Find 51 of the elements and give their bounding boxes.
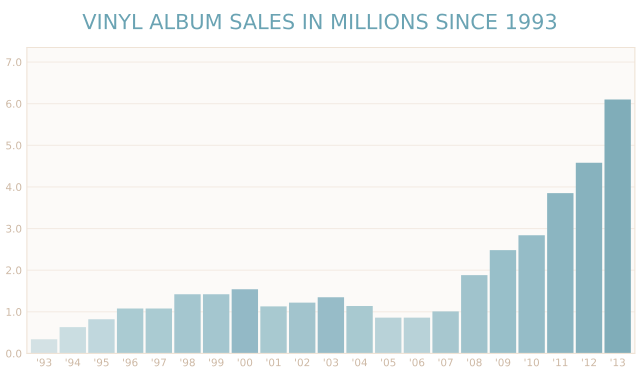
y-tick-label: 3.0 bbox=[6, 224, 22, 233]
x-tick-label: '06 bbox=[410, 358, 424, 366]
x-tick-label: '03 bbox=[324, 358, 338, 366]
x-tick-label: '01 bbox=[266, 358, 281, 366]
x-tick-label: '08 bbox=[467, 358, 482, 366]
bar bbox=[232, 289, 258, 354]
y-tick-label: 4.0 bbox=[6, 183, 22, 192]
x-tick-label: '97 bbox=[152, 358, 166, 366]
x-tick-label: '09 bbox=[496, 358, 510, 366]
bar bbox=[146, 308, 172, 354]
x-tick-label: '00 bbox=[238, 358, 252, 366]
bar bbox=[461, 275, 488, 354]
y-tick-label: 1.0 bbox=[6, 308, 22, 316]
x-tick-label: '93 bbox=[37, 358, 52, 366]
bar bbox=[346, 306, 373, 354]
x-tick-label: '99 bbox=[209, 358, 224, 366]
bar bbox=[289, 302, 316, 354]
bar bbox=[174, 294, 201, 354]
y-tick-label: 0.0 bbox=[6, 350, 22, 358]
bar bbox=[404, 318, 430, 354]
y-tick-label: 2.0 bbox=[6, 266, 22, 274]
x-tick-label: '04 bbox=[352, 358, 368, 366]
x-tick-label: '95 bbox=[94, 358, 109, 366]
bar bbox=[604, 100, 631, 354]
bar bbox=[116, 308, 144, 354]
bar bbox=[490, 250, 516, 354]
x-tick-label: '10 bbox=[524, 358, 540, 366]
bar bbox=[260, 306, 287, 354]
x-tick-label: '98 bbox=[180, 358, 195, 366]
bar bbox=[88, 319, 115, 354]
x-tick-label: '07 bbox=[438, 358, 453, 366]
x-tick-label: '13 bbox=[610, 358, 625, 366]
bar bbox=[30, 339, 58, 354]
bar bbox=[202, 294, 230, 354]
x-tick-label: '96 bbox=[123, 358, 138, 366]
bar bbox=[576, 162, 602, 354]
x-tick-label: '11 bbox=[553, 358, 568, 366]
x-tick-label: '94 bbox=[66, 358, 80, 366]
bar bbox=[547, 193, 574, 354]
x-tick-label: '12 bbox=[582, 358, 596, 366]
y-tick-label: 7.0 bbox=[6, 58, 22, 66]
chart-title: VINYL ALBUM SALES IN MILLIONS SINCE 1993 bbox=[82, 14, 556, 30]
bar bbox=[432, 311, 459, 354]
bar bbox=[60, 327, 86, 354]
bar bbox=[318, 297, 344, 354]
x-tick-label: '02 bbox=[295, 358, 310, 366]
y-tick-label: 5.0 bbox=[6, 142, 22, 150]
y-tick-label: 6.0 bbox=[6, 100, 22, 108]
bar bbox=[518, 235, 545, 354]
bar bbox=[375, 318, 402, 354]
x-tick-label: '05 bbox=[381, 358, 396, 366]
